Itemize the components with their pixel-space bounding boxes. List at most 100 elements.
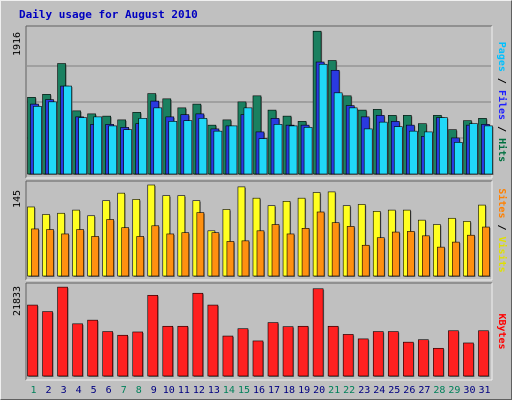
tick-label-day-28: 28 (433, 385, 445, 396)
bar-kbytes-day-23 (357, 338, 369, 377)
chart-title: Daily usage for August 2010 (19, 8, 198, 21)
bar-sites-day-13 (211, 232, 220, 277)
bar-sites-day-24 (376, 237, 385, 277)
bar-pages-day-28 (439, 117, 448, 175)
bar-pages-day-24 (378, 121, 388, 175)
bar-kbytes-day-6 (102, 331, 113, 377)
axis-title-part: Visits (496, 237, 508, 273)
bar-sites-day-19 (301, 228, 310, 277)
bar-visits-day-23 (357, 204, 366, 277)
tick-label-day-25: 25 (388, 385, 400, 396)
bar-visits-day-15 (237, 186, 246, 277)
bar-pages-day-30 (469, 123, 478, 175)
bar-sites-day-26 (407, 231, 415, 277)
tick-label-day-23: 23 (358, 385, 370, 396)
bar-pages-day-13 (213, 130, 223, 175)
bar-sites-day-7 (121, 227, 129, 277)
bar-sites-day-14 (226, 241, 235, 277)
tick-label-day-2: 2 (46, 385, 52, 396)
bar-kbytes-day-15 (237, 328, 249, 377)
bar-sites-day-31 (482, 226, 490, 277)
bar-kbytes-day-14 (222, 335, 234, 377)
tick-label-day-20: 20 (313, 385, 325, 396)
tick-label-day-13: 13 (208, 385, 220, 396)
bar-kbytes-day-22 (342, 334, 354, 377)
axis-title-traffic: Pages / Files / Hits (496, 42, 508, 162)
tick-label-day-29: 29 (448, 385, 460, 396)
tick-label-day-26: 26 (403, 385, 415, 396)
bar-kbytes-day-28 (433, 347, 444, 377)
bar-sites-day-3 (61, 233, 69, 277)
bar-pages-day-29 (454, 142, 463, 175)
bar-sites-day-16 (256, 230, 265, 277)
tick-label-day-21: 21 (328, 385, 340, 396)
bar-kbytes-day-26 (403, 341, 414, 377)
bar-pages-day-17 (273, 124, 283, 175)
bar-sites-day-29 (452, 241, 460, 277)
bar-sites-day-6 (106, 219, 114, 277)
bar-pages-day-21 (333, 92, 343, 175)
bar-pages-day-4 (78, 117, 87, 175)
bar-pages-day-9 (153, 107, 163, 175)
bar-sites-day-12 (196, 212, 205, 277)
bar-sites-day-28 (437, 246, 445, 277)
bar-kbytes-day-1 (27, 304, 38, 377)
bar-sites-day-21 (331, 222, 340, 277)
bar-pages-day-12 (198, 118, 208, 175)
max-label-kbytes: 21833 (12, 286, 23, 316)
bar-pages-day-23 (363, 128, 373, 175)
tick-label-day-30: 30 (463, 385, 475, 396)
bar-sites-day-8 (136, 236, 145, 277)
bar-kbytes-day-17 (267, 322, 279, 377)
bar-sites-day-20 (316, 211, 325, 277)
tick-label-day-17: 17 (268, 385, 280, 396)
bar-pages-day-10 (168, 121, 178, 175)
tick-label-day-1: 1 (31, 385, 37, 396)
tick-label-day-19: 19 (298, 385, 310, 396)
bar-pages-day-11 (183, 120, 193, 175)
bar-pages-day-1 (33, 106, 42, 175)
bar-kbytes-day-13 (207, 304, 219, 377)
bar-sites-day-22 (346, 226, 355, 277)
bar-sites-day-25 (391, 231, 400, 277)
bar-pages-day-19 (303, 127, 313, 175)
bar-sites-day-18 (286, 233, 295, 277)
bar-sites-day-1 (31, 228, 39, 277)
bar-kbytes-day-24 (372, 331, 384, 377)
tick-label-day-12: 12 (193, 385, 205, 396)
bar-kbytes-day-29 (448, 330, 459, 377)
tick-label-day-18: 18 (283, 385, 295, 396)
bar-kbytes-day-3 (57, 286, 68, 377)
bar-pages-day-18 (288, 125, 298, 175)
axis-title-part: / (496, 72, 507, 90)
bar-kbytes-day-20 (312, 288, 324, 377)
bar-pages-day-8 (138, 118, 148, 175)
bar-pages-day-20 (318, 63, 328, 175)
bar-kbytes-day-9 (147, 294, 159, 377)
bar-sites-day-5 (91, 236, 99, 277)
bar-pages-day-14 (228, 125, 238, 175)
bar-kbytes-day-25 (387, 331, 399, 377)
bar-pages-day-26 (409, 130, 418, 175)
bar-kbytes-day-19 (297, 325, 309, 377)
bar-kbytes-day-10 (162, 325, 174, 377)
tick-label-day-4: 4 (76, 385, 82, 396)
axis-title-kbytes: KBytes (496, 313, 507, 349)
axis-title-part: KBytes (496, 313, 507, 349)
bar-pages-day-6 (108, 125, 117, 175)
tick-label-day-8: 8 (136, 385, 142, 396)
bar-pages-day-7 (123, 129, 132, 175)
axis-title-part: / (496, 218, 507, 236)
bar-sites-day-11 (181, 232, 190, 277)
bar-sites-day-17 (271, 224, 280, 277)
axis-title-part: Sites (496, 188, 508, 218)
bar-sites-day-27 (422, 235, 430, 277)
bar-kbytes-day-8 (132, 331, 144, 377)
bar-pages-day-25 (393, 126, 403, 175)
tick-label-day-22: 22 (343, 385, 355, 396)
bar-kbytes-day-4 (72, 323, 83, 377)
bar-sites-day-9 (151, 225, 160, 277)
tick-label-day-16: 16 (253, 385, 265, 396)
tick-label-day-27: 27 (418, 385, 430, 396)
